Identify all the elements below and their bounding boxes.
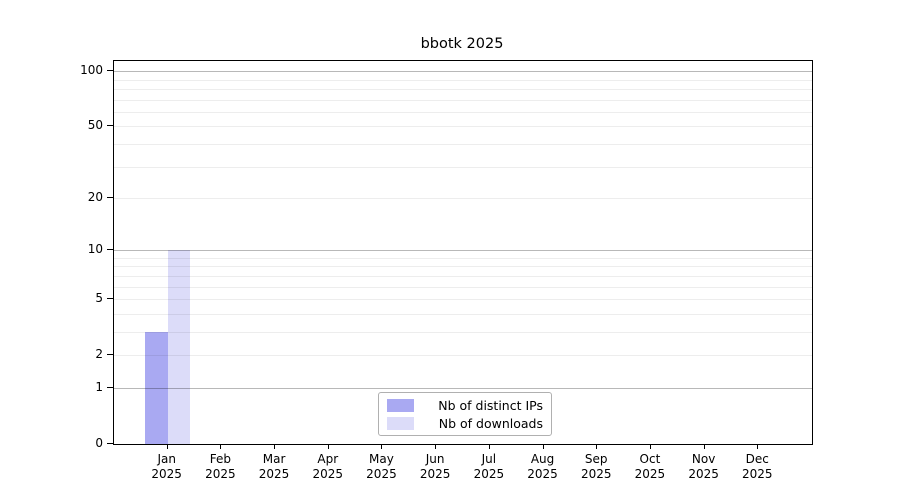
x-tick-label-sep: Sep 2025	[564, 452, 628, 482]
bar-jan-downloads	[167, 250, 191, 444]
minor-gridline	[114, 355, 812, 357]
x-tick-mark	[435, 444, 437, 449]
x-tick-year: 2025	[366, 467, 397, 481]
x-tick-mark	[488, 444, 490, 449]
y-tick-label: 20	[87, 190, 103, 205]
major-gridline	[114, 387, 812, 389]
x-tick-label-aug: Aug 2025	[511, 452, 575, 482]
y-tick-mark	[107, 70, 113, 72]
plot-area	[113, 60, 813, 445]
minor-gridline	[114, 286, 812, 288]
x-tick-year: 2025	[634, 467, 666, 481]
y-tick-mark	[107, 443, 113, 444]
legend-label-distinct-ips: Nb of distinct IPs	[438, 397, 543, 413]
y-tick-mark	[107, 125, 113, 127]
y-tick-mark	[107, 197, 113, 199]
minor-gridline	[114, 99, 812, 101]
minor-gridline	[114, 198, 812, 200]
y-tick-label: 10	[87, 242, 103, 257]
x-tick-year: 2025	[580, 467, 612, 481]
minor-gridline	[114, 143, 812, 145]
x-tick-mark	[596, 444, 598, 449]
y-tick-label: 50	[87, 118, 103, 133]
minor-gridline	[114, 79, 812, 81]
x-tick-label-nov: Nov 2025	[672, 452, 736, 482]
x-tick-label-dec: Dec 2025	[725, 452, 789, 482]
x-tick-mark	[327, 444, 329, 449]
y-tick-mark	[107, 354, 113, 356]
legend: Nb of distinct IPs Nb of downloads	[378, 392, 552, 436]
minor-gridline	[114, 111, 812, 113]
legend-swatch-downloads	[387, 416, 414, 430]
y-tick-label: 2	[95, 347, 103, 362]
x-tick-mark	[381, 444, 383, 449]
x-tick-mark	[220, 444, 222, 449]
x-tick-year: 2025	[527, 467, 558, 481]
x-tick-label-apr: Apr 2025	[296, 452, 360, 482]
x-tick-mark	[274, 444, 276, 449]
x-tick-mark	[703, 444, 705, 449]
x-tick-year: 2025	[258, 467, 290, 481]
bar-jan-distinct-ips	[145, 331, 168, 444]
x-tick-year: 2025	[742, 467, 773, 481]
x-tick-mark	[649, 444, 651, 449]
x-tick-mark	[542, 444, 544, 449]
y-tick-label: 0	[95, 436, 103, 450]
minor-gridline	[114, 126, 812, 128]
legend-item-downloads: Nb of downloads	[387, 416, 543, 431]
x-tick-label-feb: Feb 2025	[188, 452, 252, 482]
y-tick-mark	[107, 386, 113, 388]
major-gridline	[114, 71, 812, 73]
minor-gridline	[114, 88, 812, 90]
y-tick-mark	[107, 249, 113, 251]
minor-gridline	[114, 275, 812, 277]
minor-gridline	[114, 257, 812, 259]
y-tick-label: 100	[80, 63, 103, 78]
legend-swatch-distinct-ips	[387, 398, 414, 412]
x-tick-label-jan: Jan 2025	[135, 452, 199, 482]
minor-gridline	[114, 331, 812, 333]
x-tick-year: 2025	[312, 467, 344, 481]
major-gridline	[114, 250, 812, 252]
legend-item-distinct-ips: Nb of distinct IPs	[387, 398, 543, 413]
x-tick-year: 2025	[473, 467, 505, 481]
minor-gridline	[114, 313, 812, 315]
legend-label-downloads: Nb of downloads	[438, 415, 543, 431]
chart-title: bbotk 2025	[420, 36, 504, 52]
x-tick-label-oct: Oct 2025	[618, 452, 682, 482]
y-tick-mark	[107, 298, 113, 300]
minor-gridline	[114, 166, 812, 168]
x-tick-year: 2025	[205, 467, 236, 481]
minor-gridline	[114, 266, 812, 268]
x-tick-label-jul: Jul 2025	[457, 452, 521, 482]
x-tick-mark	[757, 444, 759, 449]
x-tick-year: 2025	[419, 467, 451, 481]
x-tick-year: 2025	[151, 467, 182, 481]
x-tick-label-jun: Jun 2025	[403, 452, 467, 482]
y-tick-label: 1	[95, 379, 103, 394]
x-tick-year: 2025	[688, 467, 719, 481]
minor-gridline	[114, 299, 812, 301]
x-tick-mark	[166, 444, 168, 449]
x-tick-label-mar: Mar 2025	[242, 452, 306, 482]
x-tick-label-may: May 2025	[349, 452, 413, 482]
y-tick-label: 5	[95, 291, 103, 306]
